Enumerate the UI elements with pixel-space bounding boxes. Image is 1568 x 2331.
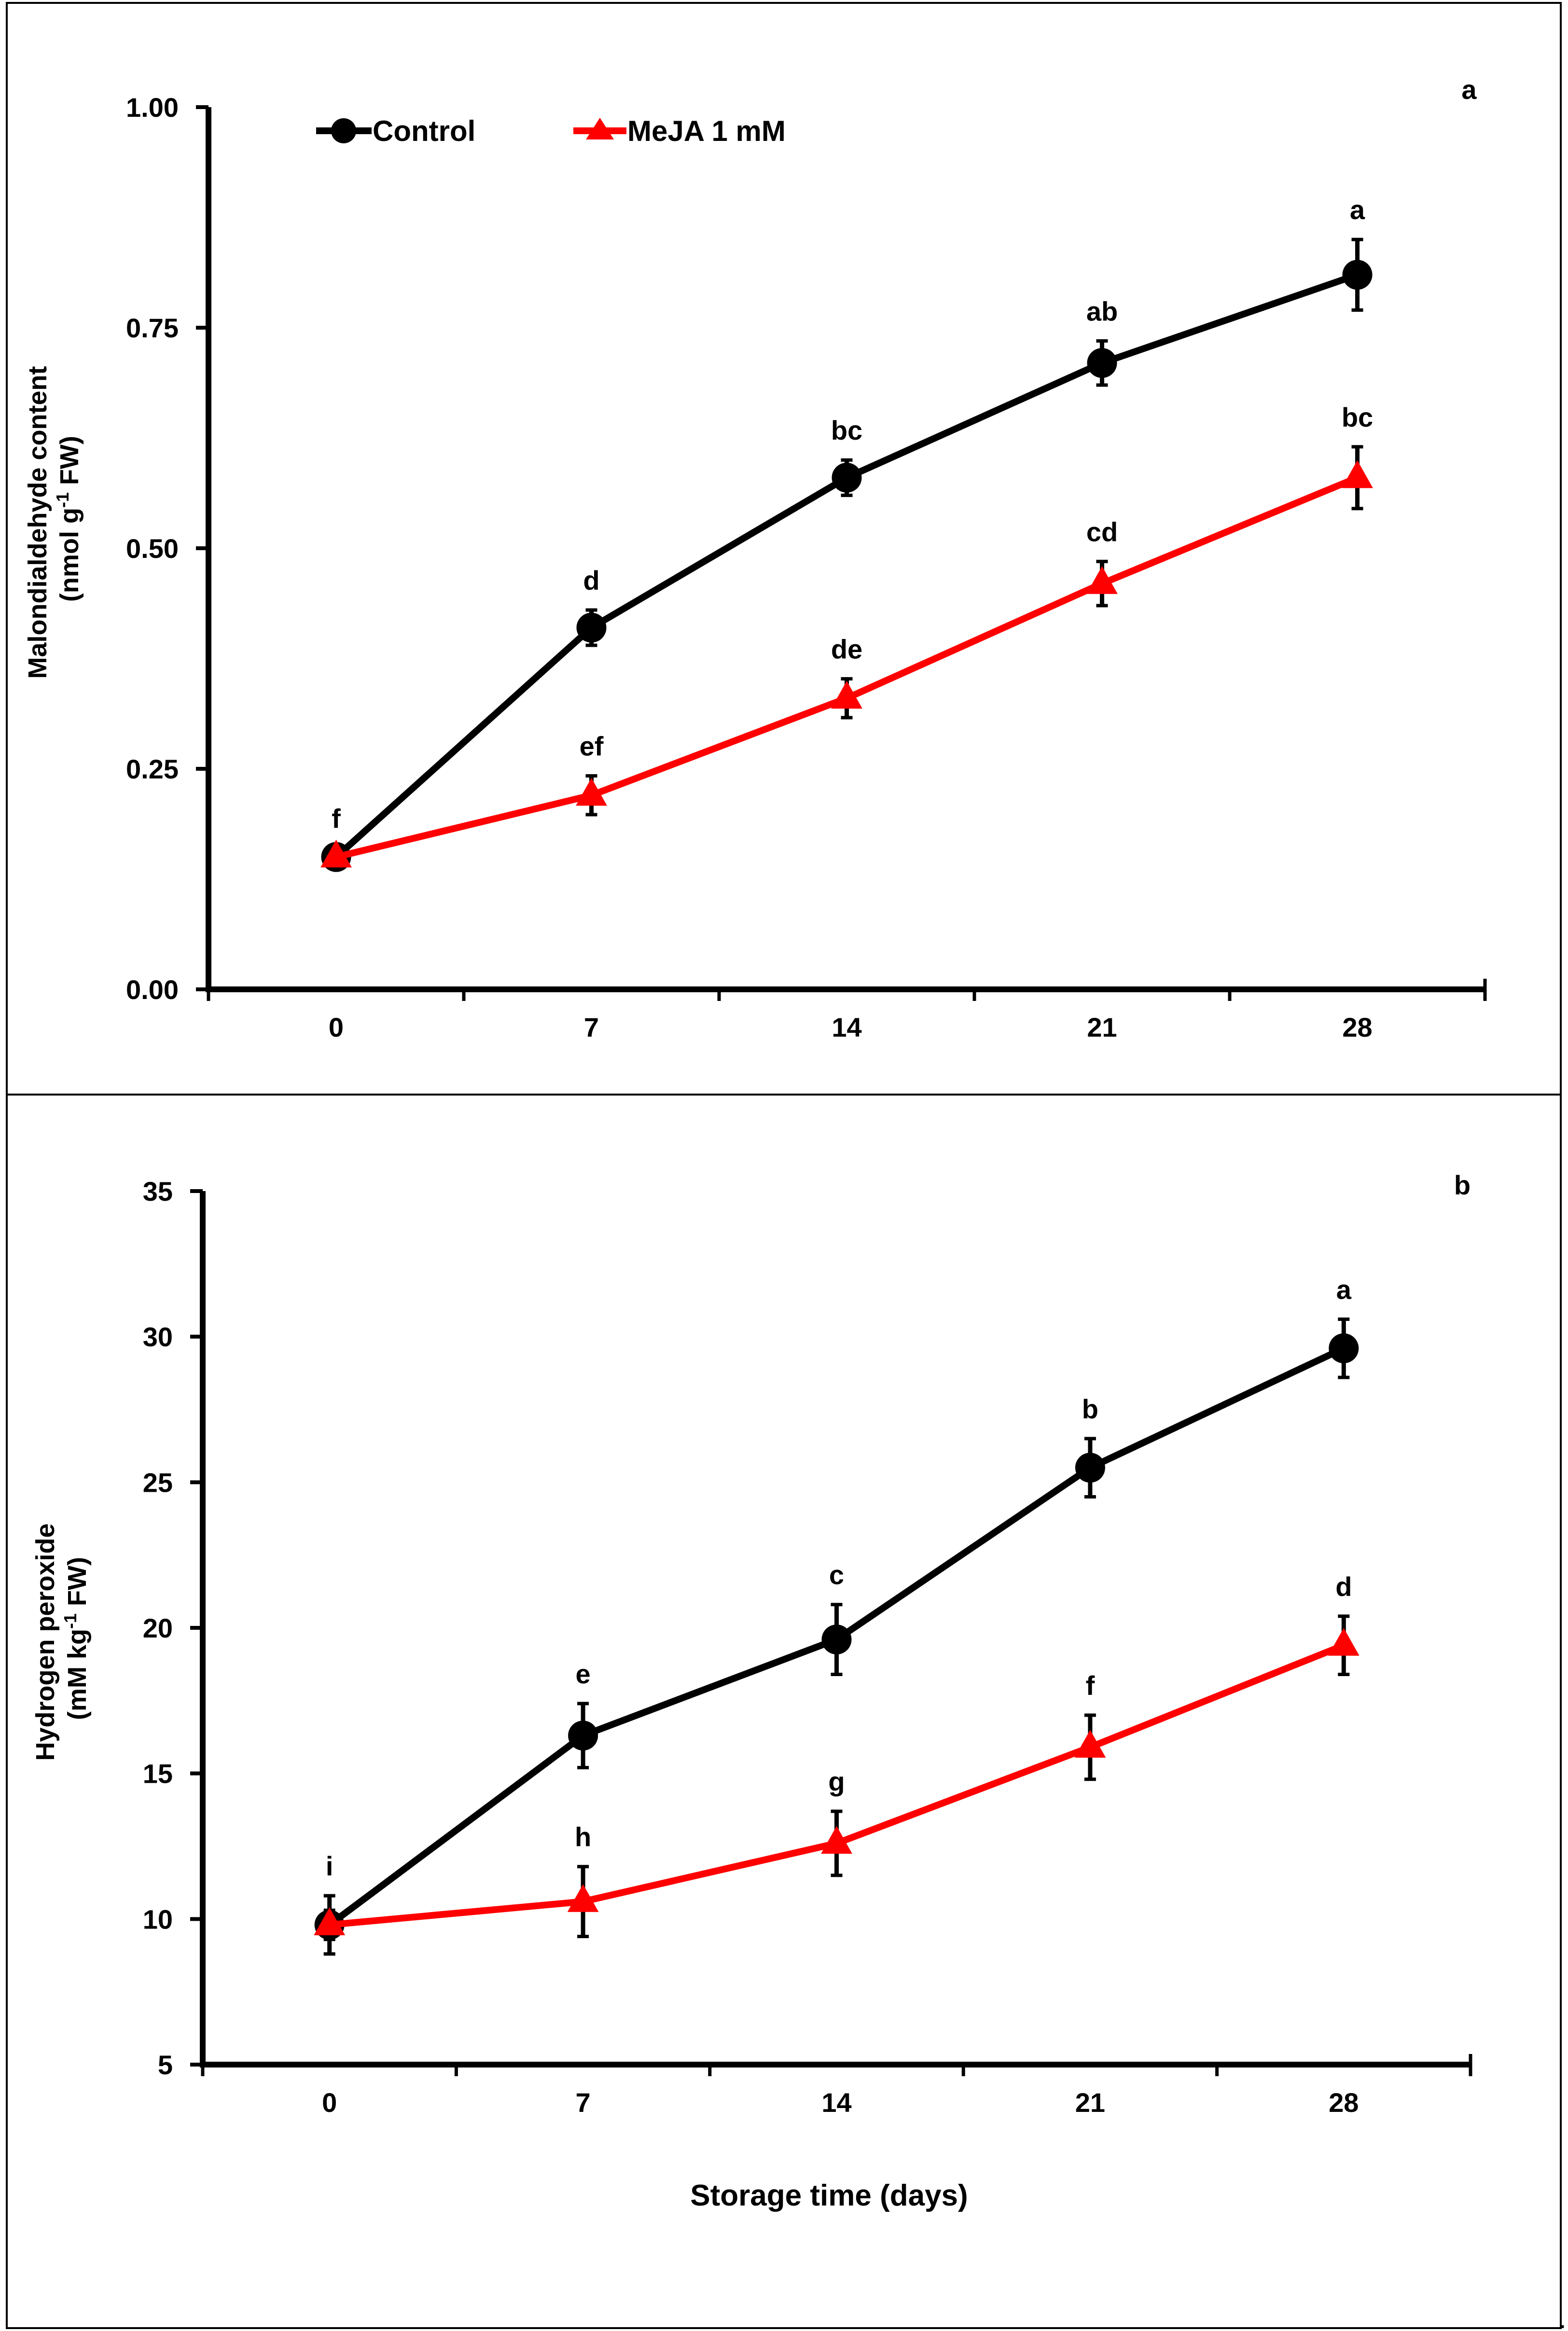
significance-letter: c — [829, 1560, 844, 1590]
panel-a-y-axis-title-line2: (nmol g-1 FW) — [53, 436, 84, 602]
y-tick-label: 15 — [143, 1759, 173, 1789]
legend-control-label: Control — [373, 115, 475, 147]
data-point — [821, 1624, 852, 1655]
panel-b-chart: 5 10 15 20 25 30 35 0 7 14 21 28 i e c b a h g f d b Hydro… — [31, 1170, 1472, 2212]
x-tick-label: 7 — [584, 1012, 599, 1042]
significance-letter: ab — [1086, 296, 1118, 326]
significance-letter: d — [583, 565, 599, 596]
data-point — [320, 839, 352, 868]
y-tick-label: 25 — [143, 1467, 173, 1498]
significance-letter: f — [332, 804, 341, 834]
data-point — [1087, 348, 1117, 378]
panel-b-frame — [6, 1094, 1562, 2329]
significance-letter: f — [1086, 1670, 1095, 1701]
data-point — [832, 462, 862, 493]
legend-meja-marker — [586, 118, 614, 139]
x-tick-label: 14 — [821, 2087, 851, 2118]
data-point — [1329, 1333, 1359, 1363]
data-point — [1328, 1628, 1360, 1656]
y-tick-label: 0.50 — [126, 533, 179, 564]
data-point — [314, 1907, 346, 1935]
y-tick-label: 0.75 — [126, 313, 179, 343]
significance-letter: d — [1335, 1571, 1352, 1602]
data-point — [567, 1884, 599, 1912]
x-tick-label: 14 — [832, 1012, 861, 1042]
y-tick-label: 20 — [143, 1613, 173, 1643]
data-point — [1342, 260, 1373, 290]
series-control: i e c b a — [314, 1274, 1359, 1956]
series-line — [335, 474, 1359, 860]
significance-letter: e — [576, 1659, 591, 1689]
panel-b-y-axis-title: Hydrogen peroxide (mM kg-1 FW) — [31, 1516, 92, 1761]
x-tick-label: 0 — [322, 2087, 337, 2118]
significance-letter: a — [1350, 194, 1365, 225]
x-axis-title: Storage time (days) — [690, 2179, 968, 2212]
panel-b-y-axis-title-line1: Hydrogen peroxide — [31, 1523, 60, 1761]
significance-letter: b — [1082, 1394, 1098, 1424]
data-point — [1086, 566, 1118, 594]
trailing-period: . — [1560, 2311, 1565, 2331]
x-tick-label: 7 — [576, 2087, 591, 2118]
data-point — [568, 1720, 598, 1751]
panel-a-chart: 0.00 0.25 0.50 0.75 1.00 0 7 14 21 28 f d bc ab a ef d… — [23, 74, 1487, 1042]
y-tick-label: 10 — [143, 1904, 173, 1934]
significance-letter: a — [1336, 1274, 1352, 1304]
panel-a-legend: Control MeJA 1 mM — [316, 115, 786, 147]
significance-letter: h — [575, 1822, 591, 1852]
x-tick-label: 21 — [1087, 1012, 1117, 1042]
panel-a-x-axis: 0 7 14 21 28 — [206, 979, 1487, 1042]
significance-letter: g — [828, 1766, 845, 1797]
panel-b-x-axis: 0 7 14 21 28 — [200, 2054, 1472, 2118]
y-tick-label: 1.00 — [126, 92, 179, 123]
significance-letter: ef — [580, 731, 604, 762]
significance-letter: bc — [831, 415, 862, 445]
y-tick-label: 0.25 — [126, 754, 179, 784]
series-control: f d bc ab a — [321, 194, 1373, 872]
significance-letter: bc — [1342, 402, 1373, 432]
x-tick-label: 28 — [1329, 2087, 1359, 2118]
legend-control-marker — [331, 118, 356, 143]
series-meja: ef de cd bc — [320, 402, 1373, 868]
panel-a-y-axis: 0.00 0.25 0.50 0.75 1.00 — [126, 92, 211, 1005]
panel-b-y-axis-title-line2: (mM kg-1 FW) — [60, 1557, 92, 1720]
panel-b-label: b — [1454, 1170, 1471, 1200]
panel-b-plot-area: i e c b a h g f d — [314, 1274, 1360, 1956]
data-point — [1074, 1730, 1106, 1758]
y-tick-label: 30 — [143, 1322, 173, 1352]
y-tick-label: 0.00 — [126, 974, 179, 1005]
x-tick-label: 21 — [1075, 2087, 1105, 2118]
legend-meja-label: MeJA 1 mM — [627, 115, 786, 147]
y-tick-label: 35 — [143, 1176, 173, 1207]
data-point — [1342, 460, 1373, 488]
panel-a-y-axis-title: Malondialdehyde content (nmol g-1 FW) — [23, 359, 84, 679]
legend-item-control: Control — [316, 115, 475, 147]
significance-letter: i — [326, 1851, 333, 1881]
panel-a-plot-area: f d bc ab a ef de cd bc — [320, 194, 1373, 872]
significance-letter: de — [831, 634, 862, 665]
y-tick-label: 5 — [158, 2050, 173, 2080]
data-point — [576, 777, 607, 806]
data-point — [576, 612, 607, 643]
series-meja: h g f d — [314, 1571, 1360, 1942]
panel-a-y-axis-title-line1: Malondialdehyde content — [23, 366, 52, 679]
panel-a-label: a — [1461, 74, 1477, 105]
series-line — [333, 271, 1359, 860]
data-point — [831, 680, 862, 709]
significance-letter: cd — [1086, 516, 1118, 547]
legend-item-meja: MeJA 1 mM — [573, 115, 786, 147]
x-tick-label: 28 — [1342, 1012, 1372, 1042]
data-point — [1075, 1453, 1105, 1483]
panel-b-y-axis: 5 10 15 20 25 30 35 — [143, 1176, 206, 2080]
panel-a-frame — [6, 2, 1562, 1096]
data-point — [821, 1826, 852, 1854]
x-tick-label: 0 — [329, 1012, 344, 1042]
